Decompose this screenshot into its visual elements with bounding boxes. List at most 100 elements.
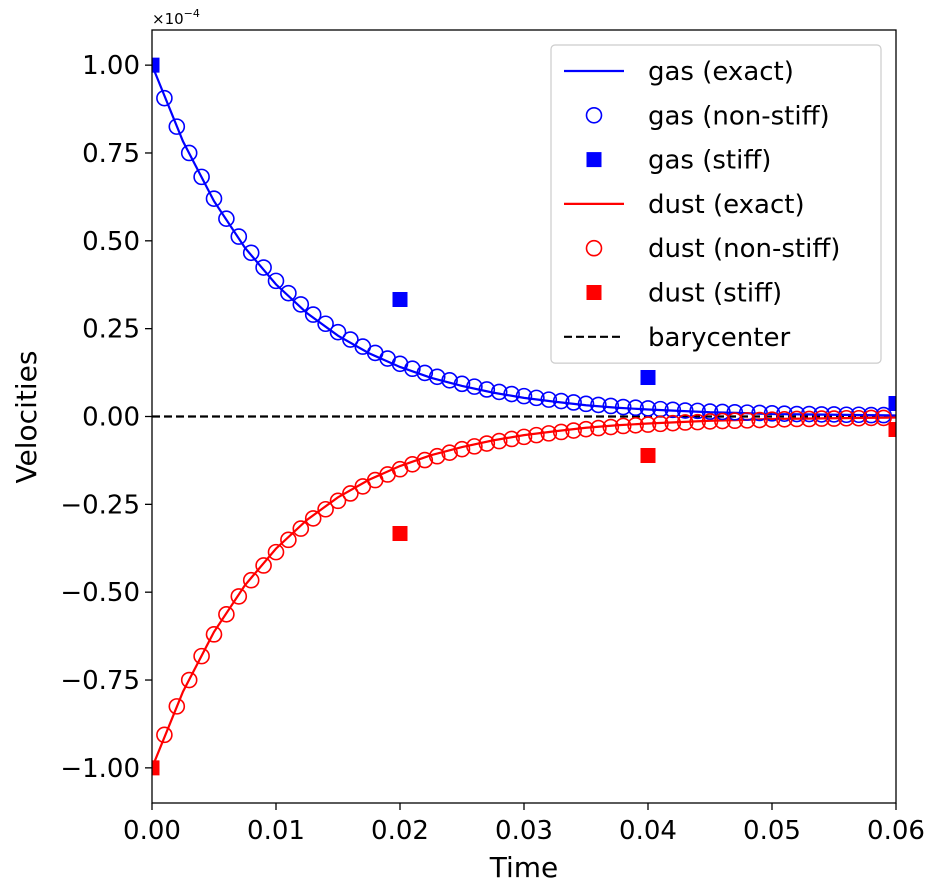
legend-box [550, 44, 882, 364]
gas-non-stiff-point [180, 144, 198, 162]
gas-non-stiff-point [466, 378, 483, 395]
dust-non-stiff-point [528, 426, 545, 444]
dust-non-stiff-point [490, 432, 508, 450]
dust-non-stiff-point [763, 411, 781, 428]
y-offset-label: ×10−4 [152, 7, 200, 28]
dust-non-stiff-point [156, 726, 173, 744]
dust-non-stiff-point [664, 414, 682, 432]
dust-non-stiff-point [329, 492, 347, 510]
y-tick-label: −1.00 [60, 754, 140, 784]
dust-non-stiff-point [342, 485, 359, 502]
y-tick-label: 0.75 [82, 139, 140, 169]
dust-stiff-point [152, 760, 160, 776]
gas-stiff-point [640, 369, 656, 385]
dust-non-stiff-point [862, 409, 880, 427]
gas-non-stiff-point [726, 403, 744, 421]
gas-stiff-point [392, 291, 408, 307]
x-axis-label: Time [489, 851, 559, 884]
gas-non-stiff-point [267, 272, 285, 290]
gas-non-stiff-point [304, 306, 322, 323]
gas-non-stiff-point [565, 394, 582, 411]
dust-non-stiff-point [515, 428, 533, 446]
dust-non-stiff-point [639, 416, 657, 433]
gas-non-stiff-point [627, 399, 644, 417]
gas-stiff-point [152, 57, 160, 73]
y-tick-label: −0.50 [60, 578, 140, 608]
dust-non-stiff-point [218, 606, 235, 623]
dust-non-stiff-point [813, 410, 830, 427]
dust-non-stiff-point [255, 557, 272, 574]
dust-non-stiff-point [317, 500, 334, 518]
gas-non-stiff-point [230, 228, 248, 245]
dust-non-stiff-point [466, 438, 483, 455]
gas-non-stiff-point [317, 315, 334, 333]
gas-non-stiff-point [404, 360, 421, 378]
dust-non-stiff-point [850, 409, 868, 427]
dust-non-stiff-point [478, 435, 496, 452]
x-tick-label: 0.04 [619, 816, 677, 846]
dust-non-stiff-point [590, 419, 607, 437]
gas-non-stiff-point [205, 190, 223, 207]
legend-dust-non-stiff-label: dust (non-stiff) [648, 234, 840, 264]
gas-non-stiff-point [540, 391, 558, 408]
dust-non-stiff-point [738, 412, 756, 429]
x-tick-label: 0.05 [743, 816, 801, 846]
legend-dust-non-stiff-handle [585, 239, 603, 257]
legend-gas-stiff-label: gas (stiff) [648, 146, 771, 176]
dust-non-stiff-point [602, 418, 620, 436]
y-tick-label: 0.50 [82, 227, 140, 257]
gas-non-stiff-point [689, 402, 706, 420]
gas-non-stiff-point [416, 364, 434, 382]
y-tick-label: 0.00 [82, 403, 140, 433]
y-tick-label: 0.25 [82, 315, 140, 345]
dust-stiff-point [888, 422, 896, 438]
x-axis-ticks: 0.00 0.01 0.02 0.03 0.04 0.05 0.06 [123, 803, 925, 846]
gas-non-stiff-point [614, 398, 632, 416]
data-layer [152, 57, 896, 776]
dust-non-stiff-point [714, 412, 731, 430]
dust-non-stiff-point [875, 409, 892, 427]
legend-barycenter-label: barycenter [648, 323, 790, 353]
dust-non-stiff-point [428, 447, 446, 465]
x-tick-label: 0.06 [867, 816, 925, 846]
dust-non-stiff-point [404, 455, 421, 473]
gas-non-stiff-point [218, 210, 235, 227]
dust-exact-line [152, 416, 896, 769]
gas-non-stiff-point [242, 244, 260, 262]
gas-non-stiff-point [639, 400, 657, 417]
x-tick-label: 0.00 [123, 816, 181, 846]
gas-non-stiff-point [825, 406, 843, 423]
gas-non-stiff-point [478, 381, 496, 398]
gas-non-stiff-point [714, 403, 731, 421]
y-tick-label: −0.25 [60, 490, 140, 520]
x-tick-label: 0.02 [371, 816, 429, 846]
dust-non-stiff-point [304, 510, 322, 527]
dust-non-stiff-point [838, 409, 855, 427]
gas-exact-line [152, 64, 896, 417]
dust-non-stiff-point [751, 411, 768, 429]
gas-non-stiff-point [528, 389, 545, 407]
legend-dust-stiff-label: dust (stiff) [648, 279, 782, 309]
gas-stiff-point [888, 395, 896, 411]
gas-non-stiff-point [329, 323, 347, 341]
gas-non-stiff-point [503, 385, 520, 403]
dust-non-stiff-point [540, 425, 558, 442]
dust-non-stiff-point [280, 531, 297, 549]
x-tick-label: 0.03 [495, 816, 553, 846]
gas-non-stiff-point [453, 375, 471, 393]
y-axis-ticks: 1.00 0.75 0.50 0.25 0.00 −0.25 −0.50 −0.75 −1.00 [60, 51, 152, 784]
gas-non-stiff-point [515, 387, 533, 405]
dust-non-stiff-point [453, 440, 471, 458]
gas-non-stiff-point [280, 284, 297, 302]
gas-non-stiff-point [292, 296, 310, 313]
gas-non-stiff-point [676, 402, 694, 419]
dust-non-stiff-point [676, 414, 694, 431]
gas-non-stiff-point [168, 118, 186, 135]
legend-gas-non-stiff-handle [585, 107, 603, 124]
dust-non-stiff-point [776, 411, 793, 428]
legend: gas (exact) gas (non-stiff) gas (stiff) dus… [550, 44, 882, 364]
legend-dust-stiff-handle [586, 285, 602, 300]
dust-non-stiff-point [180, 671, 198, 689]
legend-dust-exact-label: dust (exact) [648, 190, 805, 220]
